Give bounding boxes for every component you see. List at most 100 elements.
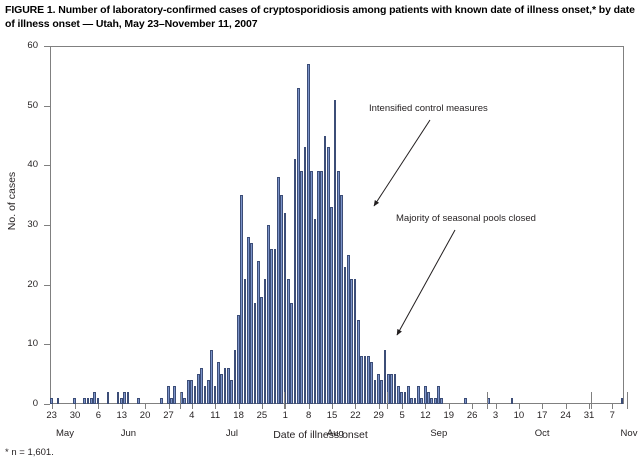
x-tick-label: 22 xyxy=(350,410,361,421)
month-boundary-tick xyxy=(180,392,182,409)
month-label: Aug xyxy=(326,428,344,439)
bar xyxy=(280,195,283,404)
bar xyxy=(233,350,237,404)
month-label: Nov xyxy=(620,428,638,439)
bar xyxy=(220,374,223,404)
y-tick-label: 30 xyxy=(27,219,38,230)
bar xyxy=(170,398,173,404)
x-tick-mark xyxy=(378,404,380,409)
bar xyxy=(353,278,357,404)
bar xyxy=(300,171,304,404)
x-tick-label: 30 xyxy=(69,410,81,421)
bar xyxy=(463,398,467,404)
bar xyxy=(50,398,53,404)
bar xyxy=(326,147,330,404)
bar xyxy=(196,374,200,404)
bar xyxy=(403,392,407,404)
annotation-seasonal-pools-closed: Majority of seasonal pools closed xyxy=(396,213,536,224)
x-tick-label: 18 xyxy=(233,410,244,421)
bar xyxy=(223,368,227,404)
bar xyxy=(230,380,233,404)
bar xyxy=(246,236,250,404)
bar xyxy=(256,260,260,404)
x-tick-mark xyxy=(98,404,100,409)
x-tick-mark xyxy=(355,404,357,409)
month-boundary-tick xyxy=(283,392,285,409)
bar xyxy=(190,380,193,404)
x-tick-mark xyxy=(402,404,404,409)
month-boundary-tick xyxy=(590,392,592,409)
x-tick-mark xyxy=(495,404,497,409)
x-tick-mark xyxy=(168,404,170,409)
bar xyxy=(367,356,370,404)
bar xyxy=(73,398,77,404)
x-tick-label: 26 xyxy=(466,410,478,421)
x-tick-label: 5 xyxy=(399,410,405,421)
bar xyxy=(343,266,347,404)
x-tick-mark xyxy=(238,404,240,409)
chart-area: No. of cases 0 10 20 30 40 50 60 23 30 6 13 20 27 4 1… xyxy=(0,40,641,439)
bar xyxy=(320,171,324,404)
bar xyxy=(183,398,187,404)
bar xyxy=(266,225,270,404)
bar xyxy=(333,99,337,404)
x-tick-mark xyxy=(121,404,123,409)
bar xyxy=(186,380,190,404)
bar xyxy=(427,392,430,404)
x-tick-mark xyxy=(261,404,263,409)
x-tick-mark xyxy=(215,404,217,409)
x-tick-mark xyxy=(191,404,193,409)
y-tick-mark xyxy=(44,165,50,167)
bar xyxy=(420,398,424,404)
month-label: Sep xyxy=(430,428,448,439)
y-tick-label: 10 xyxy=(27,338,38,350)
annotation-intensified-control-measures: Intensified control measures xyxy=(369,103,488,114)
y-tick-label: 60 xyxy=(27,40,38,51)
bar xyxy=(93,392,97,404)
y-tick-mark xyxy=(44,344,50,346)
x-tick-label: 31 xyxy=(583,410,595,421)
bar xyxy=(106,392,110,404)
bar xyxy=(253,302,257,404)
x-tick-mark xyxy=(472,404,474,409)
bar xyxy=(250,242,253,404)
bar xyxy=(430,398,434,404)
bar xyxy=(390,374,394,404)
bar xyxy=(410,398,414,404)
bar xyxy=(383,350,387,404)
bar xyxy=(380,380,384,404)
bar xyxy=(193,386,197,404)
bar xyxy=(210,350,213,404)
x-tick-mark xyxy=(612,404,614,409)
bar xyxy=(56,398,60,404)
y-tick-label: 20 xyxy=(27,278,38,290)
bar xyxy=(263,278,267,404)
month-label: May xyxy=(56,428,74,439)
bars-layer xyxy=(50,46,624,404)
bar xyxy=(206,380,210,404)
y-tick-label: 0 xyxy=(32,398,38,409)
y-tick-label: 50 xyxy=(27,99,38,111)
x-tick-label: 15 xyxy=(326,410,338,421)
x-tick-label: 1 xyxy=(282,410,288,421)
bar xyxy=(440,398,444,404)
bar xyxy=(330,207,334,404)
x-tick-mark xyxy=(425,404,427,409)
bar xyxy=(276,177,280,404)
bar xyxy=(286,278,290,404)
bar xyxy=(200,368,203,404)
bar xyxy=(387,374,390,404)
x-tick-label: 3 xyxy=(492,410,499,421)
bar xyxy=(260,296,263,404)
bar xyxy=(340,195,344,404)
bar xyxy=(83,398,87,404)
bar xyxy=(270,248,273,404)
bar xyxy=(226,368,230,404)
bar xyxy=(86,398,90,404)
x-axis-title: Date of illness onset xyxy=(273,429,368,441)
bar xyxy=(240,195,243,404)
bar xyxy=(203,386,207,404)
bar xyxy=(166,386,170,404)
bar xyxy=(120,398,123,404)
bar xyxy=(123,392,127,404)
